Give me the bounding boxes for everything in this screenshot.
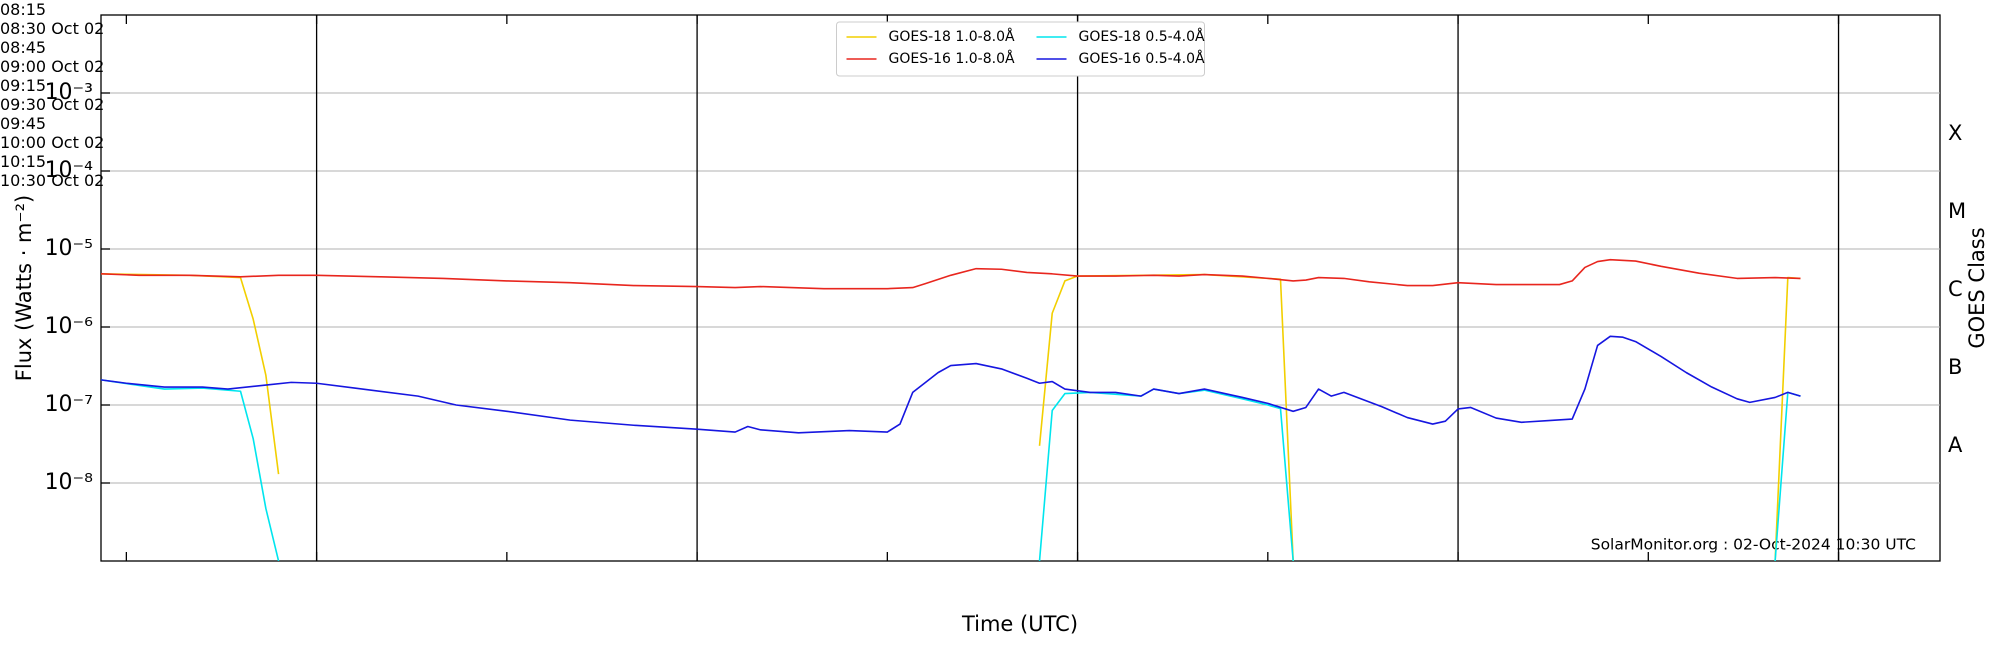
- plot-frame: [100, 14, 1941, 562]
- x-tick-label: 08:15: [0, 0, 47, 19]
- legend-label: GOES-16 1.0-8.0Å: [889, 50, 1015, 67]
- series-line: [101, 258, 1801, 290]
- y-tick-label: 10⁻⁴: [45, 158, 94, 183]
- x-tick-label: 08:30 Oct 02: [0, 19, 105, 38]
- x-tick-label: 09:45: [0, 114, 47, 133]
- y-tick-label: 10⁻⁷: [45, 392, 93, 417]
- x-axis-label: Time (UTC): [961, 612, 1078, 636]
- legend-label: GOES-18 1.0-8.0Å: [889, 28, 1015, 45]
- series-line: [101, 273, 1801, 561]
- y2-axis-label: GOES Class: [1965, 227, 1989, 348]
- legend-label: GOES-16 0.5-4.0Å: [1079, 50, 1205, 67]
- legend-box: [836, 21, 1205, 77]
- x-tick-label: 08:45: [0, 38, 47, 57]
- x-tick-label: 09:15: [0, 76, 47, 95]
- y-axis-label: Flux (Watts · m⁻²): [12, 195, 36, 381]
- y2-tick-label: A: [1948, 433, 1963, 457]
- annotation: SolarMonitor.org : 02-Oct-2024 10:30 UTC: [1591, 536, 1916, 554]
- y2-tick-label: B: [1948, 355, 1962, 379]
- x-tick-label: 10:15: [0, 152, 47, 171]
- y2-tick-label: M: [1948, 199, 1966, 223]
- y-tick-label: 10⁻⁵: [45, 236, 93, 261]
- x-tick-label: 10:30 Oct 02: [0, 171, 105, 190]
- y-tick-label: 10⁻³: [45, 80, 93, 105]
- series-line: [101, 335, 1801, 434]
- x-tick-label: 10:00 Oct 02: [0, 133, 105, 152]
- y-tick-label: 10⁻⁸: [45, 470, 94, 495]
- y2-tick-label: X: [1948, 121, 1962, 145]
- x-tick-label: 09:30 Oct 02: [0, 95, 105, 114]
- y2-tick-label: C: [1948, 277, 1963, 301]
- x-tick-label: 09:00 Oct 02: [0, 57, 105, 76]
- y-tick-label: 10⁻⁶: [45, 314, 94, 339]
- series-line: [101, 379, 1801, 561]
- plot-area: [101, 258, 1801, 561]
- legend-label: GOES-18 0.5-4.0Å: [1079, 28, 1205, 45]
